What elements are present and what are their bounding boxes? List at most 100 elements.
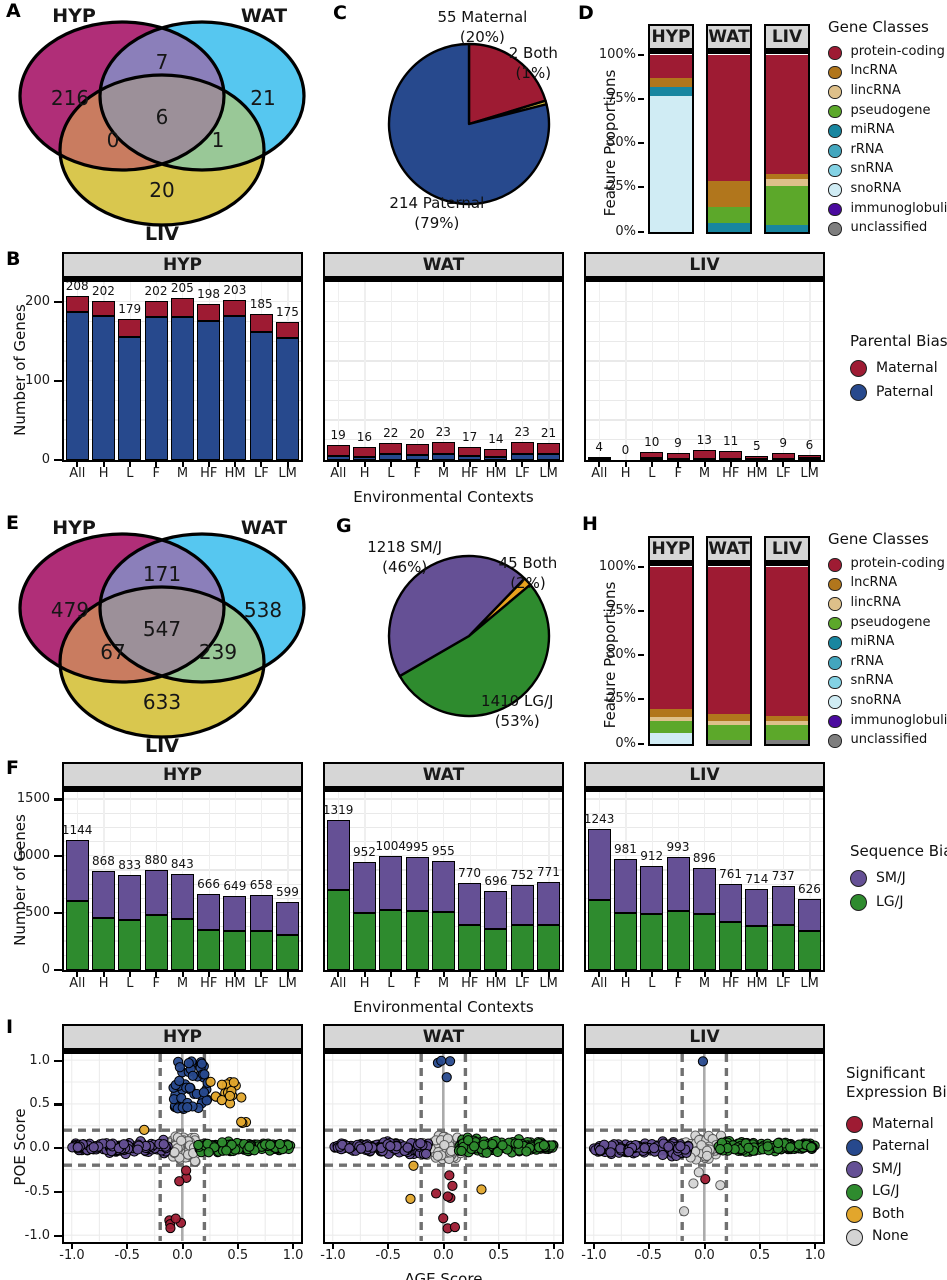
bar-seg-bottom [510, 453, 534, 460]
bar-value-label: 868 [91, 854, 115, 869]
bar-seg-top [587, 828, 611, 900]
x-tick-label: LM [800, 466, 819, 481]
bar-seg-top [249, 895, 273, 931]
y-tick-mark [54, 1147, 62, 1150]
pie-label-smj: 1218 SM/J (46%) [367, 538, 442, 577]
bar-seg-top [510, 441, 534, 454]
stack-seg-miRNA [708, 222, 750, 232]
bars-parental-bias: Number of Genes 0 100 200 HYP 208 202 179 202 205… [0, 248, 947, 512]
stack-seg-snoRNA [650, 94, 692, 232]
pie-slice-smj [387, 554, 526, 678]
x-tick-mark [729, 972, 732, 977]
bar-value-label: 179 [118, 301, 142, 316]
bar-value-label: 833 [118, 858, 142, 873]
bar-seg-top [431, 441, 455, 455]
x-tick-label: HM [485, 976, 507, 991]
gridline-v [783, 792, 785, 970]
scatter-point-both [236, 1116, 247, 1127]
y-tick-mark [638, 742, 644, 745]
bar-seg-bottom [640, 458, 664, 460]
bar-seg-top [666, 452, 690, 460]
gridline-v [522, 282, 524, 460]
x-tick-mark [337, 462, 340, 467]
y-tick-mark [54, 911, 62, 915]
x-tick-label: -1.0 [320, 1248, 346, 1263]
legend-label: rRNA [850, 653, 884, 669]
legend-swatch [846, 1161, 863, 1178]
y-tick-mark [54, 1190, 62, 1194]
gridline-v [730, 282, 732, 460]
bar-seg-top [65, 296, 89, 312]
legend-label: Paternal [872, 1138, 930, 1154]
x-tick-mark [331, 1244, 334, 1249]
bar-value-label: 208 [65, 279, 89, 294]
bar-seg-bottom [223, 931, 247, 970]
stack-seg-pseudogene [708, 723, 750, 741]
bar-value-label: 896 [692, 851, 716, 866]
bar-value-label: 1144 [61, 822, 93, 837]
venn-count: 0 [107, 128, 120, 152]
stack-seg-pseudogene [766, 184, 808, 225]
pie-label-maternal: 55 Maternal (20%) [437, 8, 527, 47]
x-tick-label: M [176, 976, 189, 991]
scatter-point-lgj [521, 1146, 532, 1157]
x-tick-mark [495, 462, 498, 467]
facet-header: WAT [706, 24, 752, 50]
scatter-point-both [408, 1160, 419, 1171]
pie-sequence-bias: 45 Both (2%) 1410 LG/J (53%) 1218 SM/J (46%) [335, 514, 603, 760]
x-tick-label: LF [775, 466, 791, 481]
bar-value-label: 11 [722, 434, 739, 449]
scatter-point-lgj [497, 1140, 508, 1151]
pie-label-count: 55 Maternal [437, 8, 528, 26]
bar-value-label: 752 [510, 867, 534, 882]
bar-value-label: 770 [458, 865, 482, 880]
gridline-v [651, 282, 653, 460]
scatter-point-maternal [170, 1213, 181, 1224]
y-tick-label: 0 [41, 451, 50, 467]
bar-seg-bottom [771, 924, 795, 970]
x-tick-mark [547, 462, 550, 467]
gridline-v [756, 792, 759, 970]
bar-seg-bottom [275, 935, 299, 970]
x-tick-label: L [648, 466, 656, 481]
y-tick-label: 25% [607, 691, 636, 707]
x-tick-label: LM [539, 976, 558, 991]
stack-seg-protein-coding [650, 55, 692, 79]
x-tick-label: 0.0 [172, 1248, 193, 1263]
x-tick-label: All [591, 466, 608, 481]
scatter-point-none [688, 1178, 699, 1189]
gridline-v [417, 282, 419, 460]
scatter-point-both [405, 1193, 416, 1204]
x-tick-label: HM [746, 976, 768, 991]
x-tick-mark [782, 972, 785, 977]
legend-label: pseudogene [850, 102, 931, 118]
bar-seg-bottom [797, 458, 821, 460]
pie-label-pct: (2%) [510, 573, 546, 592]
gridline-v [783, 282, 785, 460]
x-tick-mark [181, 462, 184, 467]
scatter-point-lgj [715, 1144, 726, 1155]
pie-slice-paternal [387, 42, 551, 206]
y-tick-label: 50% [607, 135, 636, 150]
x-tick-mark [442, 972, 445, 977]
legend-swatch [828, 636, 842, 650]
bar-value-label: 771 [537, 865, 560, 880]
bar-seg-bottom [666, 911, 690, 970]
x-tick-label: M [698, 976, 711, 991]
bar-seg-bottom [431, 454, 455, 460]
gridline-v [730, 792, 732, 970]
x-tick-mark [387, 1244, 390, 1249]
bar-seg-top [249, 314, 273, 333]
x-tick-label: -0.5 [636, 1248, 662, 1263]
x-tick-label: All [69, 976, 86, 991]
scatter-point-maternal [444, 1170, 455, 1181]
x-tick-label: HM [746, 466, 768, 481]
y-tick-label: 100% [598, 46, 636, 62]
scatter-point-paternal [184, 1082, 195, 1093]
x-tick-mark [677, 462, 680, 467]
facet-header: WAT [706, 536, 752, 562]
scatter-point-both [236, 1092, 247, 1103]
bar-seg-top [144, 870, 168, 916]
pie-slice-lgj [398, 583, 551, 718]
scatter-point-smj [132, 1144, 143, 1155]
